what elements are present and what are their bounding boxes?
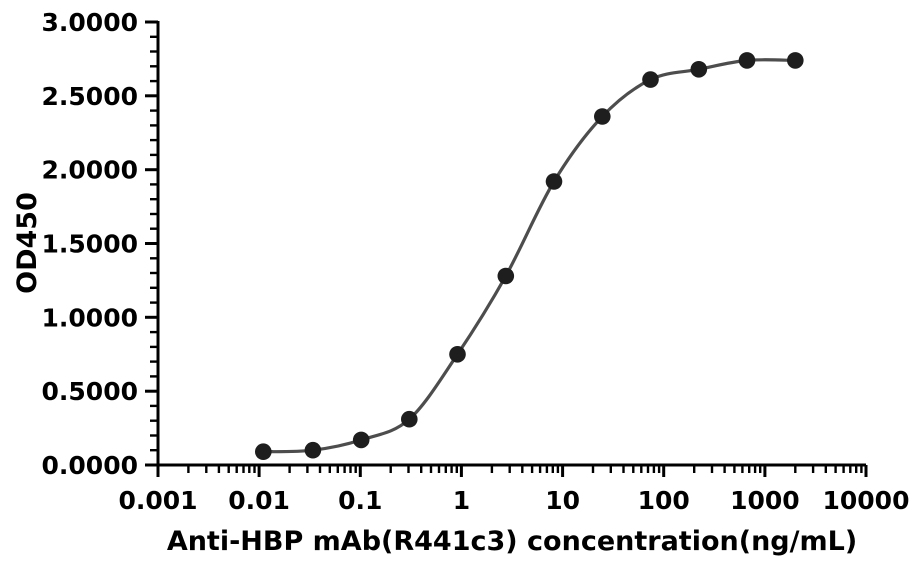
- x-tick-label: 100: [638, 486, 690, 515]
- axis-spines: [156, 21, 866, 467]
- data-point-marker: [690, 61, 708, 78]
- x-tick-label: 0.01: [228, 486, 290, 515]
- data-point-marker: [787, 52, 804, 69]
- data-points: [254, 52, 804, 461]
- x-axis-title: Anti-HBP mAb(R441c3) concentration(ng/mL…: [167, 526, 857, 557]
- y-tick-label: 1.5000: [42, 230, 138, 259]
- x-axis-minor-ticks: [187, 465, 863, 473]
- data-point-marker: [594, 108, 611, 125]
- y-tick-label: 0.5000: [42, 377, 138, 406]
- x-tick-label: 1: [453, 486, 470, 515]
- x-tick-label: 1000: [730, 486, 800, 515]
- data-point-marker: [449, 346, 466, 363]
- data-point-marker: [738, 52, 756, 69]
- data-point-marker: [642, 71, 659, 88]
- data-point-marker: [545, 173, 563, 190]
- data-point-marker: [304, 441, 322, 459]
- x-axis-major-ticks: [156, 465, 868, 477]
- y-axis-minor-ticks: [150, 35, 158, 452]
- data-point-marker: [254, 443, 272, 461]
- fit-curve: [261, 58, 797, 454]
- x-tick-label: 0.1: [338, 486, 382, 515]
- x-tick-label: 0.001: [118, 486, 197, 515]
- y-tick-label: 1.0000: [42, 303, 138, 332]
- y-tick-label: 0.0000: [42, 451, 138, 480]
- y-tick-label: 3.0000: [42, 8, 138, 37]
- data-point-marker: [352, 431, 370, 449]
- y-axis-title: OD450: [12, 192, 43, 294]
- y-tick-label: 2.0000: [42, 156, 138, 185]
- x-tick-label: 10000: [823, 486, 910, 515]
- data-point-marker: [401, 410, 418, 428]
- x-axis-tick-labels: 0.001 0.01 0.1 1 10 100 1000 10000: [118, 486, 909, 515]
- y-axis-tick-labels: 0.0000 0.5000 1.0000 1.5000 2.0000 2.5000 3.00…: [42, 8, 138, 480]
- y-axis-major-ticks: [145, 20, 158, 467]
- y-tick-label: 2.5000: [42, 82, 138, 111]
- data-point-marker: [497, 267, 515, 285]
- x-tick-label: 10: [545, 486, 580, 515]
